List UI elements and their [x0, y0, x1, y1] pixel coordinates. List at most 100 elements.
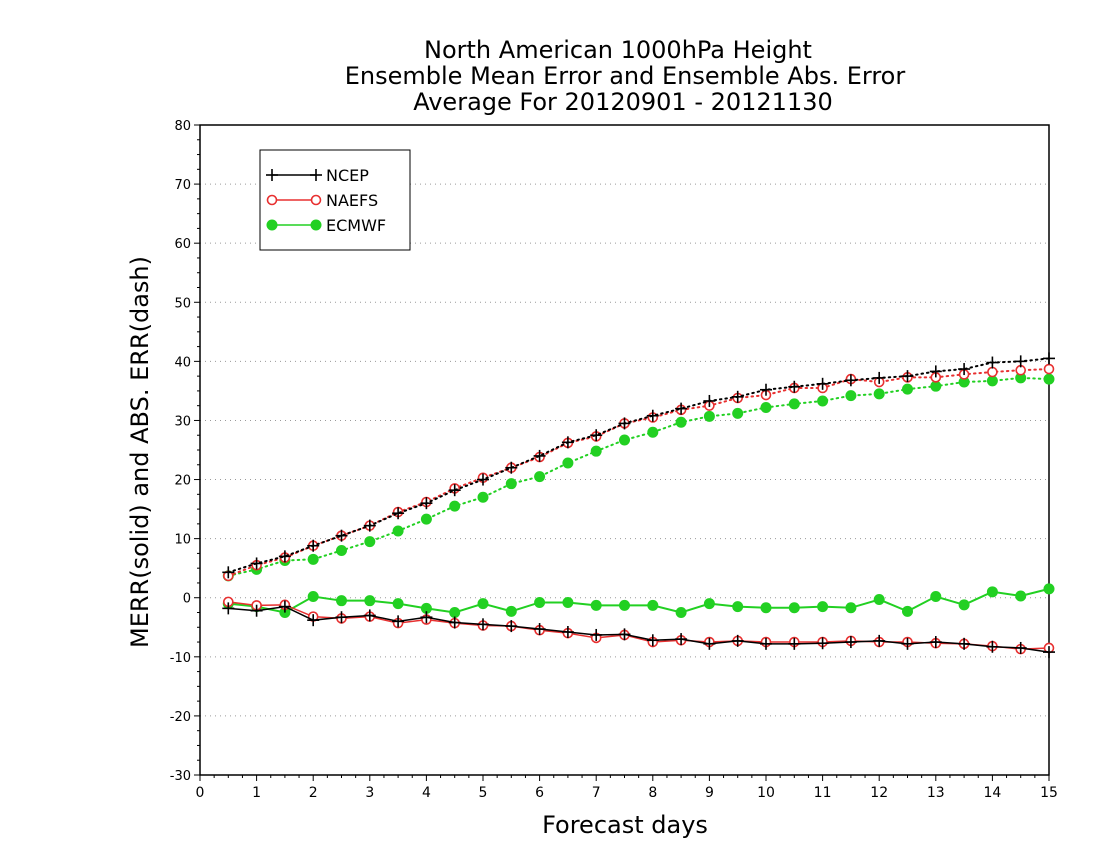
- legend-label: NAEFS: [326, 191, 378, 210]
- ncep-merr-point: [222, 602, 235, 615]
- ncep-abs-err-point: [675, 402, 688, 415]
- legend-marker: [310, 194, 322, 206]
- ncep-merr-point: [703, 637, 716, 650]
- ecmwf-abs-err-point: [930, 380, 942, 392]
- ecmwf-abs-err-point: [873, 388, 885, 400]
- ncep-abs-err-point: [363, 519, 376, 532]
- x-tick-label: 7: [592, 785, 601, 801]
- ncep-merr-point: [844, 636, 857, 649]
- legend-item-ncep: NCEP: [266, 166, 369, 185]
- ncep-merr-point: [533, 623, 546, 636]
- ecmwf-abs-err-point: [505, 478, 517, 490]
- ecmwf-merr-point: [590, 599, 602, 611]
- ecmwf-merr-point: [505, 605, 517, 617]
- ncep-abs-err-point: [929, 365, 942, 378]
- legend-marker: [266, 194, 278, 206]
- x-tick-label: 8: [648, 785, 657, 801]
- ecmwf-merr-point: [1015, 590, 1027, 602]
- ncep-merr-line: [228, 605, 1050, 653]
- legend-item-naefs: NAEFS: [266, 191, 378, 210]
- legend-marker: [266, 219, 278, 231]
- ecmwf-merr-point: [760, 602, 772, 614]
- legend-label: NCEP: [326, 166, 369, 185]
- ncep-abs-err-point: [958, 363, 971, 376]
- ecmwf-abs-err-point: [619, 434, 630, 446]
- naefs-abs-err-point: [1043, 363, 1055, 375]
- ecmwf-merr-point: [336, 595, 347, 607]
- ncep-merr-point: [788, 637, 801, 650]
- ncep-abs-err-point: [505, 461, 518, 474]
- ncep-merr-point: [1014, 641, 1027, 654]
- y-tick-label: 40: [174, 355, 191, 370]
- ncep-abs-err-point: [788, 380, 801, 393]
- ecmwf-abs-err-line: [227, 376, 1050, 577]
- ncep-merr-point: [561, 626, 574, 638]
- ecmwf-abs-err-point: [307, 553, 319, 565]
- legend: NCEP NAEFS ECMWF: [259, 149, 411, 251]
- ncep-abs-err-point: [222, 566, 235, 579]
- ecmwf-merr-point: [647, 599, 659, 611]
- ecmwf-abs-err-point: [675, 416, 687, 428]
- ecmwf-merr-point: [902, 605, 913, 617]
- y-tick-label: 20: [174, 474, 191, 489]
- ecmwf-merr-point: [817, 601, 829, 613]
- y-tick-label: -20: [170, 710, 191, 725]
- series-naefs: [223, 363, 1055, 655]
- legend-marker: [310, 219, 322, 231]
- ecmwf-abs-err-point: [449, 500, 461, 512]
- ecmwf-merr-point: [930, 591, 942, 603]
- y-tick-label: -10: [170, 651, 191, 666]
- ncep-abs-err-point: [731, 390, 744, 403]
- y-tick-label: 10: [174, 533, 191, 548]
- ecmwf-abs-err-point: [477, 491, 489, 503]
- ncep-merr-point: [731, 634, 744, 647]
- x-tick-label: 4: [422, 785, 431, 801]
- ecmwf-abs-err-point: [364, 536, 376, 548]
- ncep-abs-err-point: [901, 370, 914, 383]
- ncep-abs-err-point: [986, 356, 999, 369]
- ncep-merr-point: [363, 609, 376, 622]
- ncep-abs-err-line: [227, 357, 1050, 574]
- ecmwf-merr-line: [228, 587, 1050, 614]
- naefs-abs-err-point: [987, 366, 998, 378]
- ecmwf-abs-err-point: [703, 410, 715, 422]
- ecmwf-abs-err-point: [336, 544, 347, 556]
- ncep-abs-err-point: [816, 377, 829, 390]
- ecmwf-abs-err-point: [590, 445, 602, 457]
- ecmwf-merr-point: [562, 596, 574, 608]
- ecmwf-abs-err-point: [986, 375, 998, 387]
- x-tick-label: 12: [870, 785, 888, 801]
- ncep-merr-point: [1043, 646, 1055, 659]
- y-tick-label: 50: [174, 296, 191, 311]
- ecmwf-merr-point: [986, 586, 998, 598]
- naefs-abs-err-line: [227, 368, 1050, 577]
- x-tick-label: 0: [196, 785, 205, 801]
- ncep-merr-point: [901, 637, 914, 650]
- y-tick-label: 60: [174, 237, 191, 252]
- ncep-abs-err-point: [335, 529, 348, 542]
- ncep-merr-point: [760, 637, 772, 650]
- ncep-abs-err-point: [250, 557, 263, 570]
- ncep-merr-point: [618, 628, 631, 641]
- ecmwf-merr-point: [619, 599, 630, 611]
- ncep-merr-point: [278, 600, 291, 613]
- ecmwf-merr-point: [1043, 583, 1055, 595]
- series-lines: [222, 352, 1055, 659]
- legend-marker: [266, 169, 278, 181]
- ecmwf-merr-point: [675, 607, 687, 618]
- ncep-merr-point: [986, 640, 999, 653]
- ncep-merr-point: [816, 637, 829, 650]
- ncep-abs-err-point: [420, 497, 433, 510]
- ncep-abs-err-point: [703, 394, 716, 407]
- ecmwf-abs-err-point: [845, 390, 857, 402]
- ncep-merr-point: [392, 615, 405, 628]
- ecmwf-merr-point: [307, 591, 319, 603]
- ecmwf-merr-point: [364, 595, 376, 607]
- ecmwf-abs-err-point: [534, 471, 546, 483]
- y-tick-label: 70: [174, 178, 191, 193]
- ncep-merr-point: [477, 618, 489, 631]
- ecmwf-abs-err-point: [1015, 372, 1027, 384]
- chart-title-line-2: Ensemble Mean Error and Ensemble Abs. Er…: [345, 62, 906, 90]
